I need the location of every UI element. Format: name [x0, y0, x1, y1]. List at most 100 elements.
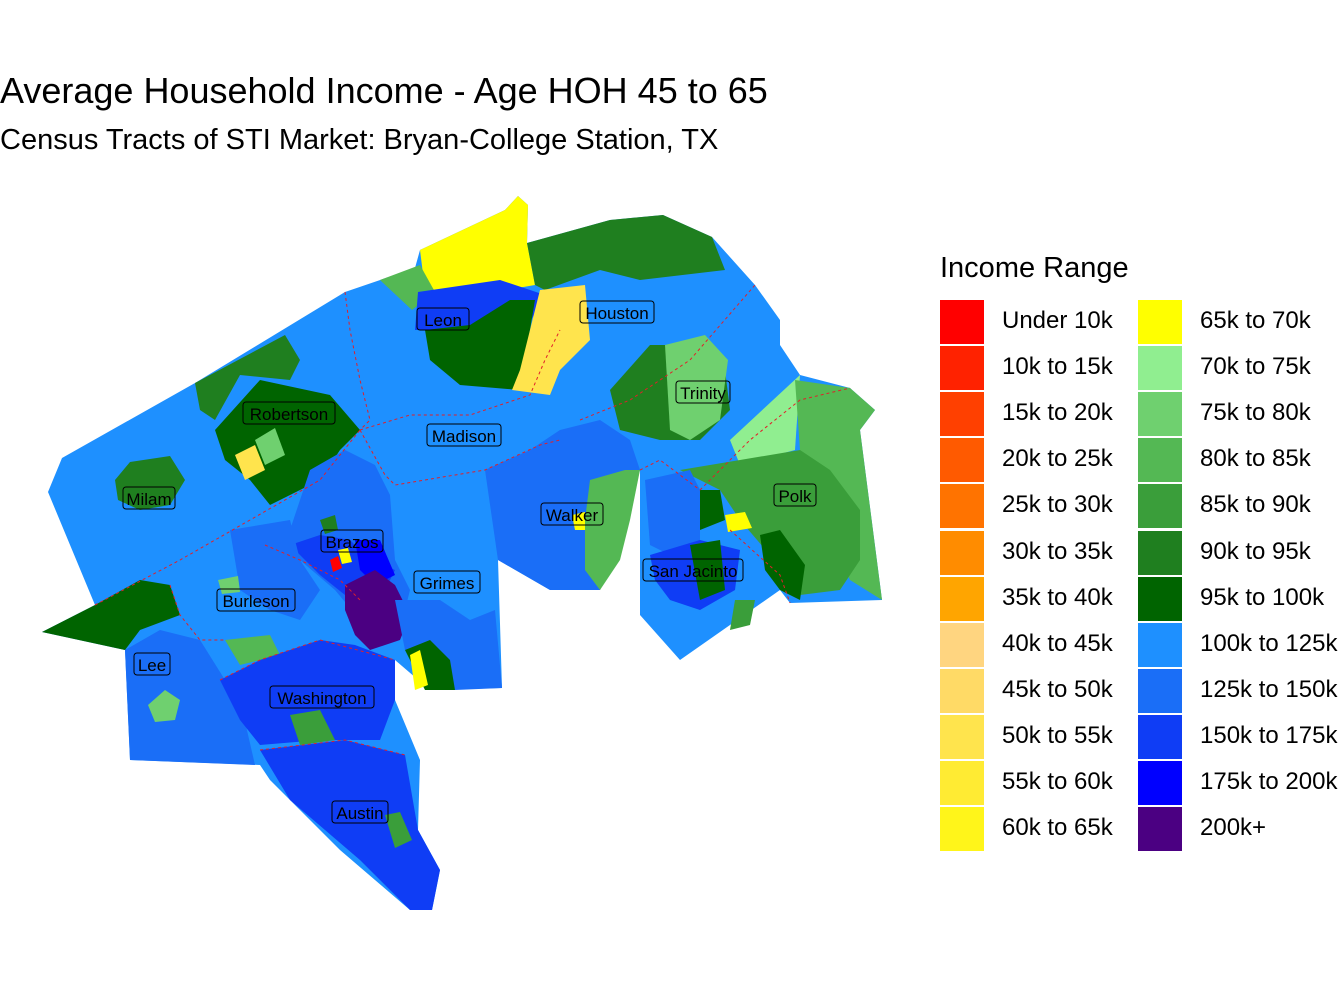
- map-title: Average Household Income - Age HOH 45 to…: [0, 70, 768, 111]
- legend-item: 10k to 15k: [940, 346, 1150, 391]
- legend-item: 200k+: [1138, 807, 1344, 852]
- legend-swatch: [940, 714, 984, 759]
- map-region-green-lee: [42, 580, 180, 650]
- legend-swatch: [1138, 576, 1182, 621]
- svg-text:San Jacinto: San Jacinto: [649, 562, 738, 581]
- legend-item: 65k to 70k: [1138, 300, 1344, 344]
- legend-swatch: [940, 761, 984, 805]
- svg-text:Washington: Washington: [277, 689, 366, 708]
- legend-item: 60k to 65k: [940, 807, 1150, 852]
- legend-swatch: [940, 576, 984, 621]
- svg-text:Leon: Leon: [424, 311, 462, 330]
- legend: Income Range Under 10k 10k to 15k 15k to 2…: [940, 252, 1344, 852]
- legend-item: 75k to 80k: [1138, 392, 1344, 437]
- map-region-bright-blue-brazos: [355, 540, 395, 585]
- county-label-san-jacinto: San Jacinto: [642, 558, 744, 582]
- legend-label: 150k to 175k: [1200, 721, 1338, 749]
- legend-swatch: [1138, 622, 1182, 667]
- legend-item: 55k to 60k: [940, 761, 1150, 805]
- legend-swatch: [1138, 761, 1182, 805]
- map-region-green-sanjac2: [690, 540, 725, 600]
- legend-label: 60k to 65k: [1002, 814, 1113, 842]
- map-region-yellow-grimes: [410, 650, 428, 690]
- legend-label: 80k to 85k: [1200, 445, 1311, 473]
- legend-swatch: [1138, 484, 1182, 529]
- legend-label: 100k to 125k: [1200, 629, 1338, 657]
- legend-item: 95k to 100k: [1138, 576, 1344, 621]
- svg-text:Brazos: Brazos: [326, 533, 379, 552]
- legend-swatch: [1138, 668, 1182, 713]
- map-region-green-austin: [385, 812, 412, 848]
- legend-swatch: [940, 484, 984, 529]
- legend-label: 10k to 15k: [1002, 353, 1113, 381]
- map-region-blue-austin: [260, 740, 440, 910]
- map-region-deepgreen-polk: [760, 530, 805, 600]
- legend-label: Under 10k: [1002, 307, 1113, 334]
- legend-label: 50k to 55k: [1002, 721, 1113, 749]
- map-subtitle: Census Tracts of STI Market: Bryan-Colle…: [0, 124, 719, 156]
- county-label-robertson: Robertson: [242, 401, 336, 425]
- county-label-walker: Walker: [540, 502, 604, 526]
- legend-label: 85k to 90k: [1200, 491, 1311, 519]
- legend-item: 150k to 175k: [1138, 714, 1344, 759]
- map-region-lightgreen-robertson: [255, 428, 285, 465]
- legend-item: 90k to 95k: [1138, 530, 1344, 575]
- legend-item: 85k to 90k: [1138, 484, 1344, 529]
- legend-swatch: [1138, 300, 1182, 344]
- legend-swatch: [940, 807, 984, 852]
- county-label-grimes: Grimes: [413, 570, 481, 594]
- svg-text:Polk: Polk: [778, 487, 812, 506]
- county-label-washington: Washington: [269, 685, 375, 709]
- legend-swatch: [940, 438, 984, 483]
- map-region-blue-sanjac: [645, 470, 700, 560]
- county-label-polk: Polk: [773, 483, 817, 507]
- svg-text:Burleson: Burleson: [222, 592, 289, 611]
- legend-label: 200k+: [1200, 814, 1267, 842]
- map-region-darkgreen-leon: [425, 300, 535, 390]
- legend-item: 30k to 35k: [940, 530, 1150, 575]
- legend-label: 25k to 30k: [1002, 491, 1113, 519]
- legend-title: Income Range: [940, 252, 1129, 284]
- map-region-darkgreen-polk: [680, 450, 860, 595]
- legend-swatch: [940, 300, 984, 344]
- county-label-austin: Austin: [331, 800, 389, 824]
- svg-text:Robertson: Robertson: [250, 405, 328, 424]
- county-label-trinity: Trinity: [675, 380, 731, 404]
- choropleth-map: Leon Houston Robertson Madison Trinity M…: [42, 196, 882, 910]
- legend-label: 15k to 20k: [1002, 399, 1113, 427]
- svg-text:Austin: Austin: [336, 804, 383, 823]
- county-label-brazos: Brazos: [320, 529, 384, 553]
- legend-label: 45k to 50k: [1002, 675, 1113, 703]
- legend-label: 30k to 35k: [1002, 537, 1113, 565]
- map-region-green-brazos: [320, 515, 338, 534]
- map-region-yellow-houston: [512, 285, 590, 395]
- map-region-blue-grimes: [395, 600, 502, 690]
- map-region-blue-lee: [125, 630, 255, 765]
- map-region-lightgreen-lee: [148, 690, 180, 722]
- legend-label: 70k to 75k: [1200, 353, 1311, 381]
- county-label-milam: Milam: [122, 486, 176, 510]
- map-region-green-walker: [585, 470, 640, 590]
- legend-item: 40k to 45k: [940, 622, 1150, 667]
- map-region-green-robertson: [195, 335, 300, 420]
- svg-text:Lee: Lee: [138, 656, 166, 675]
- county-label-leon: Leon: [416, 307, 470, 331]
- legend-label: 75k to 80k: [1200, 399, 1311, 427]
- svg-text:Trinity: Trinity: [680, 384, 726, 403]
- map-region-blue-washington: [220, 640, 395, 745]
- map-region-yellow-north: [420, 196, 535, 298]
- legend-label: 175k to 200k: [1200, 768, 1338, 795]
- legend-swatch: [1138, 438, 1182, 483]
- svg-text:Grimes: Grimes: [420, 574, 475, 593]
- map-region-green-north: [527, 215, 725, 290]
- svg-text:Milam: Milam: [126, 490, 171, 509]
- map-region-blue-burleson: [230, 520, 320, 620]
- legend-item: 45k to 50k: [940, 668, 1150, 713]
- legend-label: 65k to 70k: [1200, 307, 1311, 334]
- county-label-houston: Houston: [579, 300, 655, 324]
- legend-swatch: [1138, 714, 1182, 759]
- legend-item: 35k to 40k: [940, 576, 1150, 621]
- legend-item: 125k to 150k: [1138, 668, 1344, 713]
- county-boundaries: [94, 284, 851, 756]
- legend-item: Under 10k: [940, 300, 1150, 344]
